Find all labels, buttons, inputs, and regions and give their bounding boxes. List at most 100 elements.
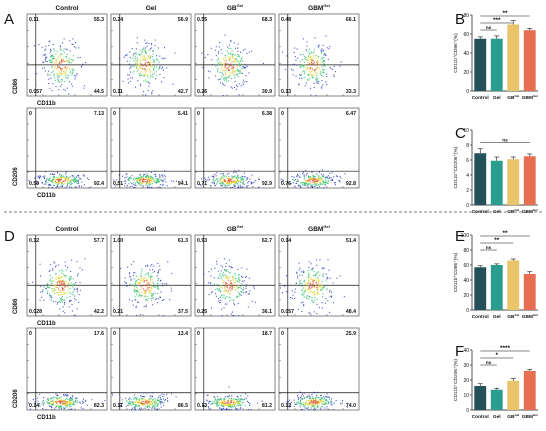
event-dot <box>313 401 315 403</box>
event-dot <box>49 295 51 297</box>
event-dot <box>141 180 143 182</box>
event-dot <box>290 405 292 407</box>
event-dot <box>55 180 57 182</box>
event-dot <box>139 173 141 175</box>
event-dot <box>322 68 324 70</box>
quadrant-ur-value: 66.1 <box>346 17 356 23</box>
event-dot <box>311 59 313 61</box>
event-dot <box>238 315 240 317</box>
event-dot <box>158 402 160 404</box>
event-dot <box>311 404 313 406</box>
event-dot <box>228 182 230 184</box>
event-dot <box>246 268 248 270</box>
event-dot <box>315 281 317 283</box>
event-dot <box>58 277 60 279</box>
event-dot <box>60 299 62 301</box>
event-dot <box>299 400 301 402</box>
event-dot <box>222 405 224 407</box>
event-dot <box>81 185 83 187</box>
event-dot <box>55 273 57 275</box>
event-dot <box>147 264 149 266</box>
event-dot <box>232 299 234 301</box>
event-dot <box>230 187 232 189</box>
event-dot <box>319 177 321 179</box>
event-dot <box>71 403 73 405</box>
event-dot <box>224 65 226 67</box>
event-dot <box>237 278 239 280</box>
event-dot <box>57 302 59 304</box>
event-dot <box>59 180 61 182</box>
event-dot <box>317 282 319 284</box>
event-dot <box>203 273 205 275</box>
event-dot <box>77 181 79 183</box>
event-dot <box>252 186 254 188</box>
event-dot <box>55 301 57 303</box>
event-dot <box>242 181 244 183</box>
event-dot <box>51 181 53 183</box>
event-dot <box>51 187 53 189</box>
event-dot <box>126 60 128 62</box>
plot-frame <box>194 107 276 189</box>
event-dot <box>300 402 302 404</box>
event-density <box>34 38 87 95</box>
event-dot <box>141 275 143 277</box>
event-dot <box>75 299 77 301</box>
event-dot <box>227 291 229 293</box>
event-dot <box>37 400 39 402</box>
event-dot <box>161 283 163 285</box>
event-dot <box>338 180 340 182</box>
event-dot <box>255 180 257 182</box>
event-dot <box>50 185 52 187</box>
event-dot <box>51 282 53 284</box>
event-dot <box>226 177 228 179</box>
event-dot <box>225 269 227 271</box>
event-dot <box>132 407 134 409</box>
event-dot <box>310 402 312 404</box>
event-dot <box>57 77 59 79</box>
event-dot <box>76 288 78 290</box>
event-dot <box>142 276 144 278</box>
event-dot <box>216 402 218 404</box>
event-dot <box>307 57 309 59</box>
event-dot <box>294 402 296 404</box>
event-dot <box>322 44 324 46</box>
event-dot <box>326 393 328 395</box>
event-dot <box>240 70 242 72</box>
event-dot <box>140 75 142 77</box>
event-dot <box>60 399 62 401</box>
event-dot <box>129 397 131 399</box>
event-dot <box>309 399 311 401</box>
event-dot <box>57 288 59 290</box>
event-dot <box>66 68 68 70</box>
event-dot <box>57 171 59 173</box>
event-dot <box>295 182 297 184</box>
event-dot <box>224 403 226 405</box>
event-dot <box>233 181 235 183</box>
event-dot <box>57 397 59 399</box>
event-dot <box>53 185 55 187</box>
event-dot <box>143 277 145 279</box>
event-dot <box>149 176 151 178</box>
event-dot <box>219 397 221 399</box>
event-dot <box>146 296 148 298</box>
event-dot <box>308 52 310 54</box>
event-dot <box>153 283 155 285</box>
event-dot <box>312 63 314 65</box>
column-header-gbm: GBMGel <box>308 3 330 12</box>
event-dot <box>246 186 248 188</box>
event-dot <box>214 402 216 404</box>
event-dot <box>311 177 313 179</box>
event-dot <box>49 401 51 403</box>
event-dot <box>308 175 310 177</box>
group-superscript: Gel <box>533 94 538 98</box>
event-dot <box>136 70 138 72</box>
event-dot <box>314 401 316 403</box>
group-superscript: Gel <box>323 224 329 229</box>
event-dot <box>63 394 65 396</box>
panel-label-e: E <box>455 228 465 245</box>
event-dot <box>245 291 247 293</box>
event-dot <box>64 400 66 402</box>
event-dot <box>311 283 313 285</box>
event-dot <box>170 290 172 292</box>
